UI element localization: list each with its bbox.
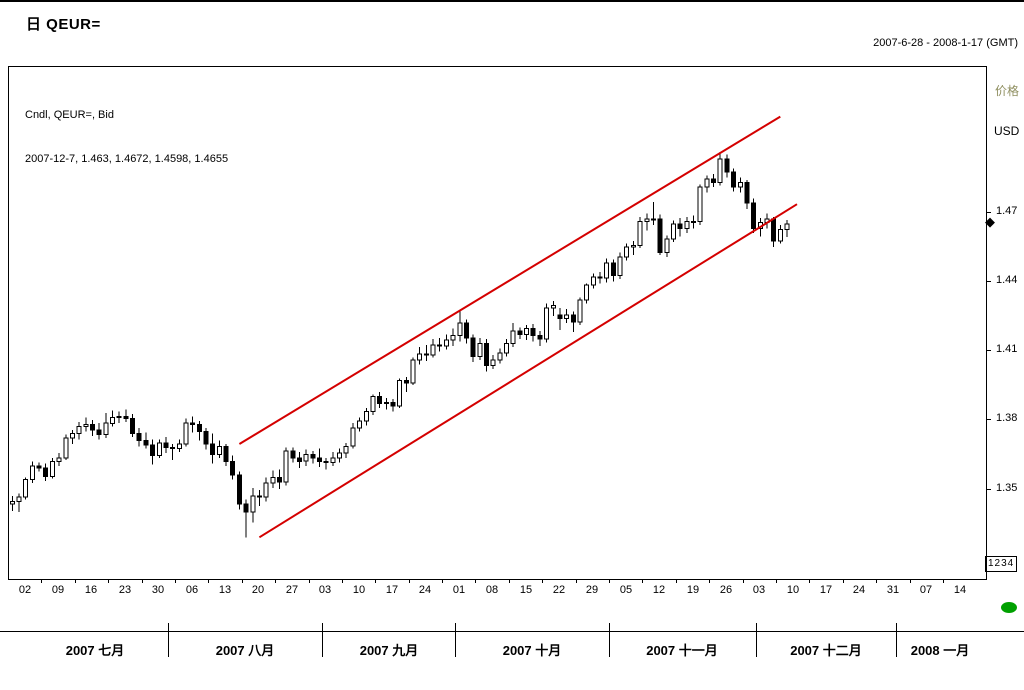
x-tick-label: 24 bbox=[852, 584, 866, 596]
x-tick-mark bbox=[41, 579, 42, 583]
x-tick-label: 15 bbox=[519, 584, 533, 596]
month-separator bbox=[455, 623, 456, 657]
date-range-label: 2007-6-28 - 2008-1-17 (GMT) bbox=[873, 37, 1018, 49]
chart-frame[interactable]: Cndl, QEUR=, Bid 2007-12-7, 1.463, 1.467… bbox=[8, 66, 987, 580]
y-tick-label: 1.44 bbox=[996, 274, 1018, 286]
currency-label: USD bbox=[994, 124, 1020, 138]
x-tick-label: 09 bbox=[51, 584, 65, 596]
x-tick-mark bbox=[876, 579, 877, 583]
x-tick-label: 19 bbox=[686, 584, 700, 596]
month-separator bbox=[756, 623, 757, 657]
y-tick-mark bbox=[986, 281, 991, 282]
x-tick-label: 10 bbox=[786, 584, 800, 596]
x-tick-mark bbox=[342, 579, 343, 583]
x-tick-mark bbox=[75, 579, 76, 583]
x-tick-label: 22 bbox=[552, 584, 566, 596]
x-tick-label: 31 bbox=[886, 584, 900, 596]
month-separator bbox=[168, 623, 169, 657]
month-label: 2007 十二月 bbox=[790, 643, 862, 658]
y-tick-label: 1.41 bbox=[996, 343, 1018, 355]
x-tick-mark bbox=[208, 579, 209, 583]
x-tick-mark bbox=[309, 579, 310, 583]
x-tick-label: 03 bbox=[752, 584, 766, 596]
x-tick-mark bbox=[409, 579, 410, 583]
x-tick-mark bbox=[509, 579, 510, 583]
month-label: 2007 七月 bbox=[65, 643, 125, 658]
legend-ohlc-values: 2007-12-7, 1.463, 1.4672, 1.4598, 1.4655 bbox=[25, 153, 229, 165]
x-tick-mark bbox=[175, 579, 176, 583]
y-tick-mark bbox=[986, 212, 991, 213]
x-tick-mark bbox=[642, 579, 643, 583]
x-tick-mark bbox=[743, 579, 744, 583]
month-label: 2007 九月 bbox=[359, 643, 419, 658]
x-tick-mark bbox=[910, 579, 911, 583]
y-tick-mark bbox=[986, 419, 991, 420]
x-tick-label: 06 bbox=[185, 584, 199, 596]
page-title: 日 QEUR= bbox=[26, 16, 101, 33]
legend-series: Cndl, QEUR=, Bid bbox=[25, 109, 114, 121]
x-tick-label: 07 bbox=[919, 584, 933, 596]
x-tick-label: 03 bbox=[318, 584, 332, 596]
x-tick-label: 29 bbox=[585, 584, 599, 596]
x-tick-mark bbox=[108, 579, 109, 583]
y-tick-mark bbox=[986, 350, 991, 351]
x-tick-mark bbox=[809, 579, 810, 583]
x-tick-mark bbox=[142, 579, 143, 583]
x-tick-label: 14 bbox=[953, 584, 967, 596]
month-label: 2008 一月 bbox=[910, 643, 970, 658]
x-tick-mark bbox=[943, 579, 944, 583]
month-axis-line bbox=[0, 631, 1024, 632]
y-tick-label: 1.38 bbox=[996, 412, 1018, 424]
x-tick-label: 16 bbox=[84, 584, 98, 596]
x-tick-label: 30 bbox=[151, 584, 165, 596]
month-label: 2007 八月 bbox=[215, 643, 275, 658]
window-top-border bbox=[0, 0, 1024, 2]
x-tick-mark bbox=[676, 579, 677, 583]
x-tick-mark bbox=[542, 579, 543, 583]
x-tick-mark bbox=[843, 579, 844, 583]
x-tick-label: 05 bbox=[619, 584, 633, 596]
x-tick-label: 27 bbox=[285, 584, 299, 596]
x-tick-mark bbox=[475, 579, 476, 583]
x-tick-mark bbox=[776, 579, 777, 583]
x-tick-label: 17 bbox=[819, 584, 833, 596]
x-tick-mark bbox=[442, 579, 443, 583]
x-tick-mark bbox=[709, 579, 710, 583]
x-tick-label: 26 bbox=[719, 584, 733, 596]
month-label: 2007 十一月 bbox=[646, 643, 718, 658]
x-tick-label: 23 bbox=[118, 584, 132, 596]
y-tick-label: 1.35 bbox=[996, 482, 1018, 494]
x-tick-mark bbox=[576, 579, 577, 583]
x-tick-mark bbox=[609, 579, 610, 583]
x-tick-label: 12 bbox=[652, 584, 666, 596]
month-separator bbox=[609, 623, 610, 657]
x-tick-label: 17 bbox=[385, 584, 399, 596]
price-axis-title: 价格 bbox=[995, 84, 1020, 98]
y-tick-label: 1.47 bbox=[996, 205, 1018, 217]
x-tick-mark bbox=[375, 579, 376, 583]
month-separator bbox=[322, 623, 323, 657]
x-tick-mark bbox=[275, 579, 276, 583]
month-label: 2007 十月 bbox=[502, 643, 562, 658]
x-tick-label: 10 bbox=[352, 584, 366, 596]
x-tick-label: 01 bbox=[452, 584, 466, 596]
y-tick-mark bbox=[986, 489, 991, 490]
month-separator bbox=[896, 623, 897, 657]
live-indicator-icon bbox=[1001, 602, 1017, 613]
x-tick-label: 08 bbox=[485, 584, 499, 596]
x-tick-label: 24 bbox=[418, 584, 432, 596]
candlestick-chart[interactable] bbox=[9, 67, 984, 577]
last-price-marker-icon: ◆ bbox=[985, 214, 995, 229]
x-tick-label: 02 bbox=[18, 584, 32, 596]
x-tick-label: 13 bbox=[218, 584, 232, 596]
x-tick-mark bbox=[242, 579, 243, 583]
scale-box: 1234 bbox=[985, 556, 1018, 572]
x-tick-label: 20 bbox=[251, 584, 265, 596]
